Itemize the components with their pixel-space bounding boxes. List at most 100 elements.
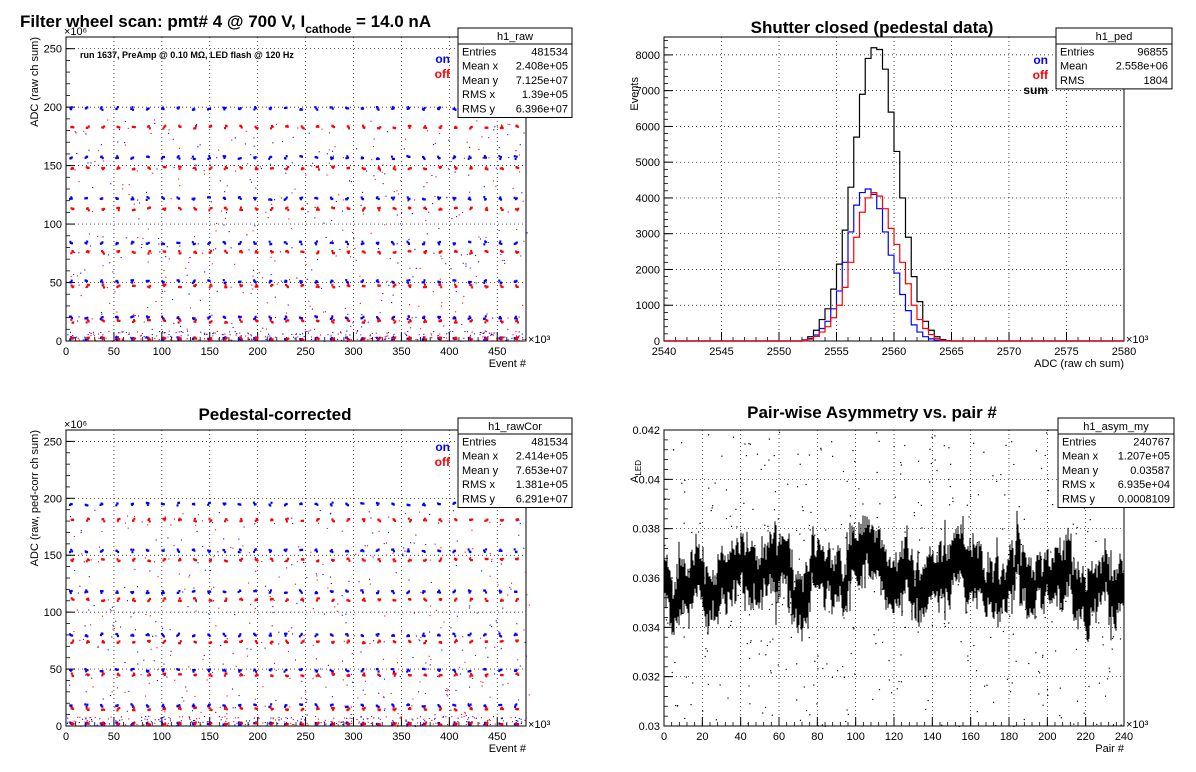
data-point	[507, 123, 509, 125]
data-point	[270, 558, 273, 561]
data-point	[315, 573, 317, 575]
data-point	[249, 622, 251, 624]
data-point	[453, 632, 456, 636]
x-axis-label: Event #	[489, 358, 527, 370]
data-band-column	[942, 555, 944, 594]
data-point	[117, 518, 120, 521]
data-point	[403, 547, 405, 549]
data-point	[69, 591, 72, 595]
data-point	[268, 634, 271, 637]
data-point	[186, 274, 188, 276]
data-point	[502, 607, 504, 609]
data-point	[371, 338, 373, 340]
data-point	[85, 674, 87, 676]
data-point	[160, 717, 162, 719]
data-point	[337, 724, 339, 726]
data-point	[470, 284, 473, 287]
data-point	[500, 590, 503, 593]
data-point	[100, 589, 103, 593]
data-point	[423, 319, 426, 322]
data-point	[188, 666, 190, 668]
data-point	[194, 168, 197, 171]
data-point	[226, 185, 228, 187]
data-point	[487, 656, 489, 658]
data-point	[178, 704, 181, 707]
data-point	[346, 246, 348, 248]
data-point	[515, 336, 518, 339]
data-point	[515, 703, 518, 706]
data-band-column	[783, 539, 785, 575]
data-point	[116, 502, 119, 505]
data-point	[285, 717, 287, 719]
data-point	[274, 296, 276, 298]
data-point	[294, 188, 296, 190]
data-point	[154, 122, 156, 125]
data-point	[489, 575, 491, 577]
plot-frame	[65, 36, 527, 342]
data-point	[256, 320, 259, 323]
data-point	[161, 242, 164, 245]
data-point	[487, 241, 489, 244]
data-point	[225, 720, 227, 722]
data-point	[193, 242, 196, 245]
data-point	[440, 707, 443, 710]
data-point	[469, 156, 472, 159]
data-point	[218, 512, 220, 514]
data-point	[351, 717, 353, 720]
data-point	[423, 338, 426, 341]
data-point	[347, 313, 349, 315]
stats-value: 1804	[1144, 75, 1168, 87]
data-point	[290, 722, 292, 724]
data-point	[329, 669, 332, 672]
data-point	[94, 339, 97, 341]
data-point	[84, 625, 86, 627]
data-point	[486, 319, 489, 322]
data-point	[453, 337, 456, 340]
data-point	[90, 332, 92, 334]
data-point	[101, 316, 104, 319]
data-point	[318, 151, 320, 153]
data-point	[224, 320, 227, 324]
data-point	[407, 321, 410, 324]
data-point	[500, 717, 502, 720]
data-point	[286, 206, 289, 209]
data-point	[455, 291, 457, 293]
data-point	[356, 719, 358, 721]
data-band-column	[671, 580, 673, 635]
y-tick-label: 8000	[636, 50, 660, 62]
x-tick-label: 100	[846, 731, 864, 743]
legend-entry-sum: sum	[1023, 83, 1048, 97]
data-point	[360, 243, 363, 246]
stats-title: h1_ped	[1096, 31, 1133, 43]
data-point	[116, 676, 118, 679]
data-point	[78, 340, 80, 342]
data-point	[384, 338, 387, 340]
data-point	[346, 519, 349, 522]
data-point	[208, 721, 211, 724]
data-point	[518, 331, 520, 333]
data-point	[483, 279, 486, 283]
data-point	[350, 325, 352, 328]
data-point	[387, 332, 389, 334]
data-band-column	[1017, 524, 1019, 565]
data-point	[238, 669, 241, 672]
data-point	[345, 668, 348, 671]
data-point	[409, 267, 411, 269]
data-point	[406, 107, 409, 111]
data-point	[323, 311, 325, 313]
data-point	[219, 180, 221, 182]
data-point	[179, 723, 182, 727]
data-point	[284, 721, 286, 723]
data-point	[397, 713, 399, 715]
data-point	[486, 721, 489, 725]
data-point	[80, 725, 82, 727]
data-point	[346, 717, 348, 719]
data-point	[207, 668, 210, 671]
y-tick-label: 250	[44, 436, 62, 448]
data-point	[275, 669, 277, 671]
data-point	[391, 157, 394, 161]
data-point	[450, 709, 452, 711]
data-point	[235, 170, 237, 172]
data-point	[379, 598, 382, 601]
data-point	[437, 281, 440, 284]
